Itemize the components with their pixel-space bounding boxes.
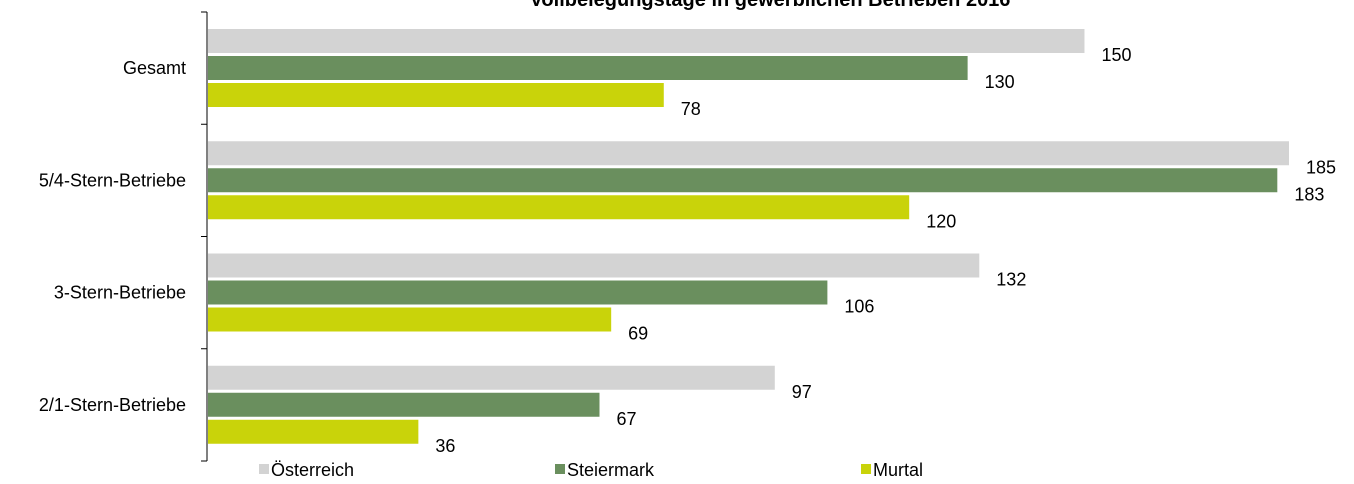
bar (208, 195, 910, 220)
bar (208, 56, 968, 80)
data-label: 106 (844, 297, 874, 317)
data-label: 36 (435, 436, 455, 456)
bar (208, 29, 1085, 53)
legend: Österreich Steiermark Murtal (259, 460, 923, 480)
category-label: 2/1-Stern-Betriebe (39, 395, 186, 415)
bar (208, 365, 775, 390)
bar (208, 392, 600, 417)
data-label: 120 (926, 211, 956, 231)
data-label: 150 (1101, 45, 1131, 65)
legend-label: Steiermark (567, 460, 655, 480)
data-label: 185 (1306, 157, 1336, 177)
category-label: 3-Stern-Betriebe (54, 283, 186, 303)
legend-swatch (259, 464, 269, 474)
data-label: 67 (616, 409, 636, 429)
bar (208, 141, 1289, 166)
category-labels: Gesamt 5/4-Stern-Betriebe 3-Stern-Betriebe… (39, 58, 186, 415)
y-axis-ticks (201, 11, 207, 462)
legend-swatch (861, 464, 871, 474)
data-label: 183 (1294, 184, 1324, 204)
bar (208, 83, 664, 107)
category-label: Gesamt (123, 58, 186, 78)
data-label: 78 (681, 99, 701, 119)
legend-label: Österreich (271, 460, 354, 480)
bar (208, 280, 828, 305)
data-label: 132 (996, 270, 1026, 290)
data-label: 97 (792, 382, 812, 402)
chart-title: Vollbelegungstage in gewerblichen Betrie… (530, 0, 1011, 11)
bar (208, 168, 1278, 193)
legend-label: Murtal (873, 460, 923, 480)
bar (208, 253, 980, 278)
legend-swatch (555, 464, 565, 474)
bars (208, 29, 1289, 444)
bar (208, 419, 419, 444)
bar (208, 307, 612, 332)
category-label: 5/4-Stern-Betriebe (39, 170, 186, 190)
data-label: 69 (628, 324, 648, 344)
data-label: 130 (985, 72, 1015, 92)
data-labels: 150 130 78 185 183 120 132 106 69 97 67 36 (435, 45, 1336, 456)
